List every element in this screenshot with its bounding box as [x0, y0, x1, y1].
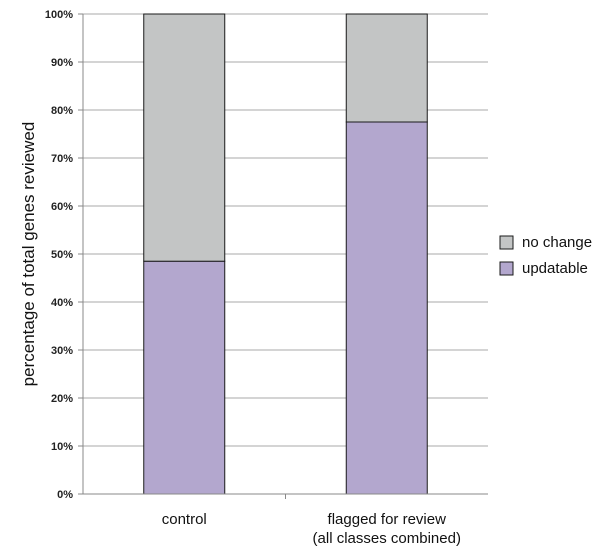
axes [82, 14, 488, 499]
x-category-label: flagged for review (all classes combined) [313, 511, 461, 547]
legend-swatch [499, 261, 514, 276]
y-tick-label: 20% [51, 393, 73, 405]
y-tick-label: 90% [51, 57, 73, 69]
y-tick-label: 40% [51, 297, 73, 309]
bars [143, 13, 428, 495]
legend-swatch [499, 235, 514, 250]
y-tick-labels: 0% 10% 20% 30% 40% 50% 60% 70% 80% 90% 100% [45, 9, 73, 501]
y-tick-label: 30% [51, 345, 73, 357]
y-tick-label: 80% [51, 105, 73, 117]
bar-segment-no-change [143, 13, 226, 262]
legend-label: no change [522, 234, 592, 251]
y-tick-label: 0% [57, 489, 73, 501]
bar-segment-updatable [345, 121, 428, 495]
y-tick-label: 70% [51, 153, 73, 165]
x-category-label: control [162, 511, 207, 528]
legend-label: updatable [522, 260, 588, 277]
bar-segment-updatable [143, 260, 226, 495]
legend: no change updatable [499, 234, 592, 277]
bar-segment-no-change [345, 13, 428, 123]
y-tick-label: 60% [51, 201, 73, 213]
y-axis-title: percentage of total genes reviewed [19, 122, 38, 387]
y-tick-label: 10% [51, 441, 73, 453]
y-tick-label: 50% [51, 249, 73, 261]
x-category-labels: control flagged for review (all classes co… [162, 511, 461, 547]
y-tick-label: 100% [45, 9, 73, 21]
